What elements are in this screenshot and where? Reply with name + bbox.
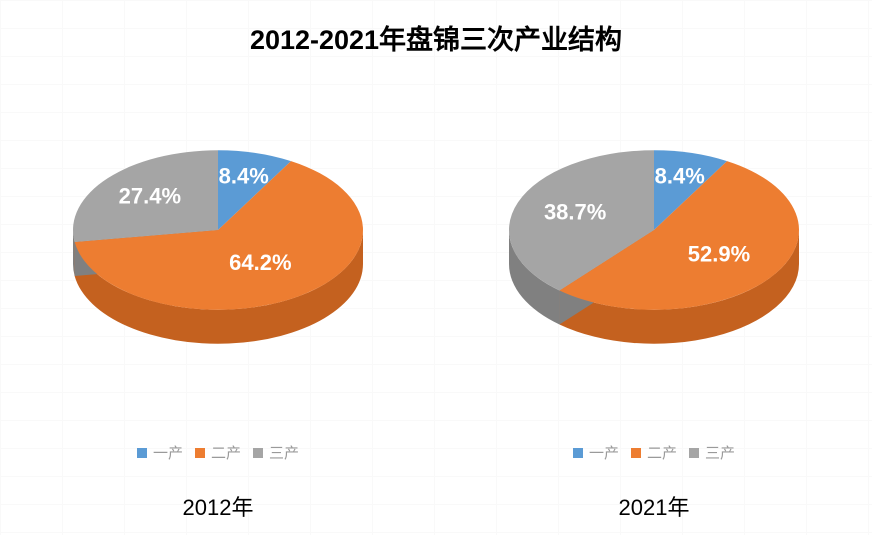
charts-row: 8.4% 64.2% 27.4% 8.4% 52.9% 38.7%	[0, 80, 872, 420]
legend-label: 二产	[647, 442, 677, 463]
legend-item: 三产	[689, 442, 735, 463]
legend-swatch	[573, 448, 583, 458]
chart-title: 2012-2021年盘锦三次产业结构	[0, 18, 872, 57]
legend-item: 三产	[253, 442, 299, 463]
legend-swatch	[137, 448, 147, 458]
legend-swatch	[195, 448, 205, 458]
legend-label: 三产	[705, 442, 735, 463]
slice-label: 8.4%	[219, 163, 269, 188]
legend-label: 二产	[211, 442, 241, 463]
year-label-2012: 2012年	[28, 490, 408, 522]
legend-label: 三产	[269, 442, 299, 463]
legend-swatch	[253, 448, 263, 458]
slice-label: 52.9%	[688, 241, 750, 266]
legend-2021: 一产 二产 三产	[464, 442, 844, 463]
legend-2012: 一产 二产 三产	[28, 442, 408, 463]
legend-item: 一产	[573, 442, 619, 463]
pie-2012: 8.4% 64.2% 27.4%	[28, 80, 408, 400]
slice-label: 27.4%	[119, 184, 181, 209]
legend-label: 一产	[153, 442, 183, 463]
slice-label: 38.7%	[544, 200, 606, 225]
year-label-2021: 2021年	[464, 490, 844, 522]
slice-label: 64.2%	[229, 250, 291, 275]
slice-label: 8.4%	[655, 163, 705, 188]
legend-swatch	[631, 448, 641, 458]
legend-item: 一产	[137, 442, 183, 463]
pie-2021: 8.4% 52.9% 38.7%	[464, 80, 844, 400]
legend-label: 一产	[589, 442, 619, 463]
legend-item: 二产	[195, 442, 241, 463]
legend-item: 二产	[631, 442, 677, 463]
legend-swatch	[689, 448, 699, 458]
